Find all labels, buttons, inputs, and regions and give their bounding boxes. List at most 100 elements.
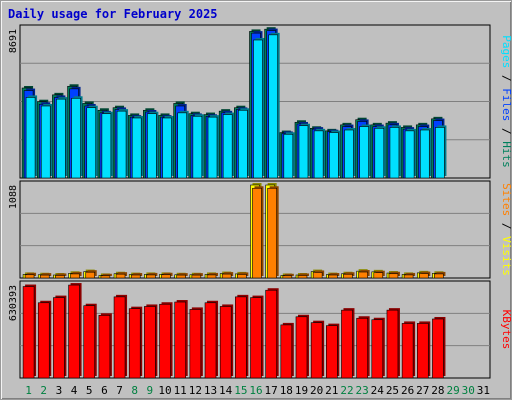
bar-kbytes-day-20	[310, 322, 323, 379]
bar-kbytes-day-13	[204, 302, 217, 379]
x-tick-day-9: 9	[147, 384, 154, 397]
bar-pages-day-7	[116, 110, 127, 179]
bar-shadow	[330, 273, 340, 276]
bar-pages-day-13	[207, 116, 218, 179]
bar-pages-day-28	[435, 127, 445, 179]
x-tick-day-30: 30	[462, 384, 475, 397]
bar-pages-day-20	[313, 130, 324, 179]
bar-shadow	[178, 273, 188, 276]
bar-kbytes-day-28	[432, 318, 444, 379]
bar-pages-day-1	[25, 97, 36, 179]
bar-shadow	[57, 273, 67, 276]
bar-kbytes-day-1	[22, 286, 35, 379]
axis-max-label: 630393	[8, 285, 19, 321]
x-tick-day-11: 11	[174, 384, 187, 397]
bar-sites-day-24	[373, 272, 384, 279]
bar-pages-day-22	[344, 129, 354, 179]
x-tick-day-1: 1	[25, 384, 32, 397]
bar-shadow	[299, 273, 309, 276]
bar-kbytes-day-21	[326, 325, 338, 379]
bar-sites-day-27	[418, 273, 429, 279]
x-tick-day-25: 25	[386, 384, 399, 397]
bar-sites-day-21	[328, 274, 338, 279]
bar-pages-day-12	[192, 115, 203, 179]
bar-sites-day-13	[206, 274, 217, 279]
legend-entry-sites: Sites	[500, 183, 512, 216]
bar-sites-day-1	[24, 274, 35, 279]
x-tick-day-27: 27	[416, 384, 429, 397]
bar-pages-day-5	[86, 107, 97, 179]
x-tick-day-8: 8	[131, 384, 138, 397]
legend-entry-files: Files	[500, 88, 512, 121]
bar-pages-day-8	[131, 117, 142, 179]
bar-kbytes-day-8	[128, 308, 141, 379]
x-tick-day-26: 26	[401, 384, 414, 397]
bar-kbytes-day-14	[219, 306, 232, 379]
x-tick-day-2: 2	[40, 384, 47, 397]
bar-kbytes-day-26	[401, 323, 414, 379]
x-tick-day-24: 24	[371, 384, 385, 397]
legend-entry-pages: Pages	[500, 35, 512, 68]
x-tick-day-19: 19	[295, 384, 308, 397]
x-tick-day-14: 14	[219, 384, 233, 397]
chart-title: Daily usage for February 2025	[8, 7, 218, 21]
bar-kbytes-day-6	[98, 315, 111, 379]
bar-sites-day-18	[282, 275, 293, 279]
bar-sites-day-28	[434, 273, 444, 279]
bar-shadow	[209, 272, 219, 276]
bar-sites-day-19	[297, 275, 308, 279]
legend-hits-files-pages: Pages / Files / Hits	[500, 35, 512, 168]
x-tick-day-20: 20	[310, 384, 323, 397]
x-tick-day-29: 29	[446, 384, 459, 397]
bar-kbytes-day-4	[68, 284, 80, 379]
legend-sites-visits: Sites / Visits	[500, 183, 512, 276]
x-tick-day-22: 22	[340, 384, 353, 397]
bar-pages-day-10	[162, 117, 172, 179]
x-tick-day-17: 17	[265, 384, 278, 397]
x-tick-day-4: 4	[71, 384, 78, 397]
bar-sites-day-2	[39, 274, 50, 279]
bar-sites-day-17	[267, 187, 277, 279]
bar-pages-day-23	[359, 126, 369, 179]
bar-sites-day-12	[191, 274, 202, 279]
bar-kbytes-day-9	[144, 306, 156, 379]
bar-sites-day-23	[358, 271, 368, 279]
x-tick-day-23: 23	[356, 384, 369, 397]
bar-sites-day-11	[176, 274, 186, 279]
bar-kbytes-day-12	[189, 309, 202, 379]
bar-pages-day-19	[298, 125, 309, 179]
bar-shadow	[193, 273, 203, 276]
x-tick-day-15: 15	[234, 384, 247, 397]
x-tick-day-18: 18	[280, 384, 293, 397]
x-tick-day-13: 13	[204, 384, 217, 397]
bar-kbytes-day-25	[386, 309, 399, 379]
bar-sites-day-25	[388, 273, 399, 279]
bar-kbytes-day-23	[356, 317, 368, 379]
x-tick-day-5: 5	[86, 384, 93, 397]
bar-kbytes-day-17	[265, 289, 277, 379]
bar-shadow	[148, 272, 158, 276]
bar-sites-day-9	[146, 274, 156, 279]
bar-sites-day-5	[85, 271, 96, 279]
bar-pages-day-21	[329, 132, 339, 179]
bar-sites-day-26	[403, 274, 414, 279]
bar-sites-day-6	[100, 275, 111, 279]
x-tick-day-28: 28	[431, 384, 444, 397]
legend-entry-visits: Visits	[500, 236, 512, 276]
bar-shadow	[27, 272, 37, 276]
bar-kbytes-day-11	[174, 301, 186, 379]
bar-pages-day-4	[71, 97, 81, 179]
bar-sites-day-22	[343, 273, 353, 279]
axis-max-label: 8691	[8, 29, 19, 53]
bar-kbytes-day-16	[250, 297, 262, 379]
legend-kbytes: KBytes	[500, 310, 512, 350]
bar-kbytes-day-19	[295, 316, 308, 379]
bar-sites-day-3	[55, 275, 65, 279]
bar-sites-day-16	[252, 187, 262, 279]
x-tick-day-6: 6	[101, 384, 108, 397]
legend-entry-hits: Hits	[500, 141, 512, 168]
x-tick-day-3: 3	[56, 384, 63, 397]
bar-pages-day-14	[222, 114, 233, 179]
x-tick-day-21: 21	[325, 384, 338, 397]
